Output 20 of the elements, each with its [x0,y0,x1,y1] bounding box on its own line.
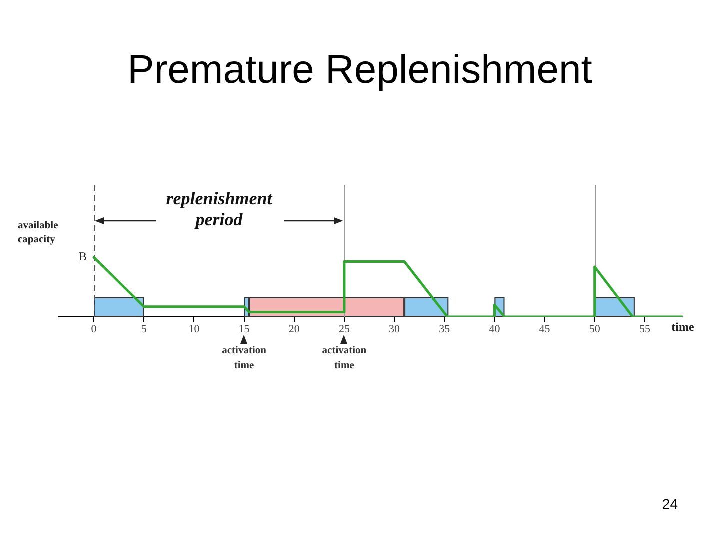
text: replenishment period [166,188,274,230]
x-tick-label: 10 [188,323,200,336]
x-tick-label: 30 [389,323,401,336]
annotation: activation time [322,346,367,372]
x-tick-label: 40 [489,323,501,336]
x-tick-label: 20 [288,323,300,336]
text: 24 [662,496,678,512]
annotation: B [79,250,88,264]
x-tick-label: 25 [338,323,350,336]
x-axis-title: time [672,320,695,334]
x-tick-label: 50 [589,323,601,336]
x-tick-label: 35 [439,323,451,336]
annotation: activation time [222,346,267,372]
x-tick-label: 5 [141,323,148,336]
x-tick-label: 55 [639,323,651,336]
x-tick-label: 15 [238,323,250,336]
x-tick-label: 0 [91,323,98,336]
x-tick-label: 45 [539,323,551,336]
y-axis-title: available capacity [18,220,59,246]
chart-title: Premature Replenishment [126,47,594,94]
